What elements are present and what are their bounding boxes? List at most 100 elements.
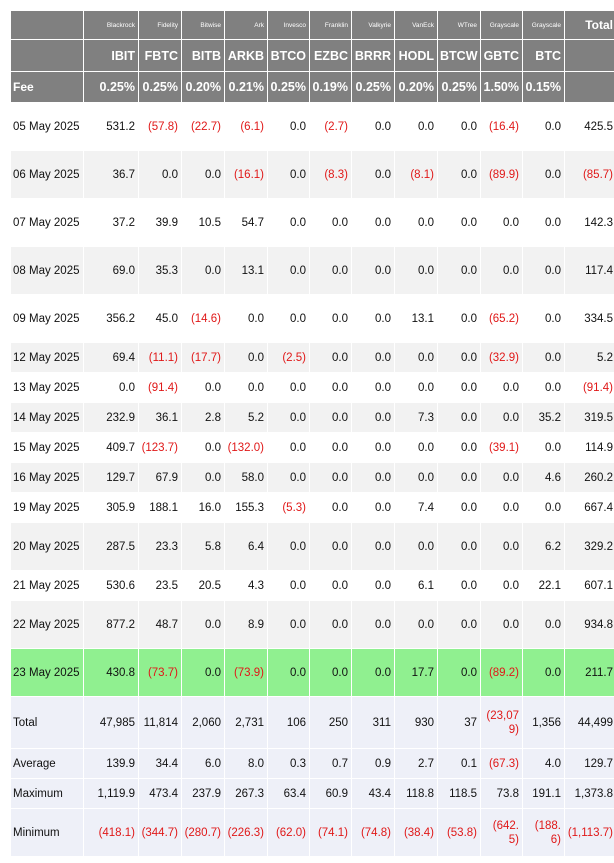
flow-value: 430.8 <box>83 648 139 697</box>
stat-value: (188.6) <box>522 808 565 857</box>
flow-value: 5.2 <box>224 402 268 433</box>
flow-value: 356.2 <box>83 294 139 343</box>
stat-value: 11,814 <box>138 696 182 749</box>
flow-value: 0.0 <box>351 462 395 493</box>
flow-value: 0.0 <box>394 246 438 295</box>
date-cell: 16 May 2025 <box>10 462 84 493</box>
date-row: 23 May 2025 430.8 (73.7) 0.0 (73.9) 0.0 0.0 0.0… <box>10 648 614 697</box>
fee-value: 0.15% <box>522 71 565 103</box>
flow-value: 877.2 <box>83 600 139 649</box>
issuer-header: Grayscale <box>522 10 565 40</box>
flow-value: 0.0 <box>437 102 481 151</box>
date-row: 22 May 2025 877.2 48.7 0.0 8.9 0.0 0.0 0.0 0.0 0.… <box>10 600 614 649</box>
flow-value: 0.0 <box>309 432 352 463</box>
flow-value: 0.0 <box>351 522 395 571</box>
row-total: 117.4 <box>564 246 614 295</box>
issuer-header: Blackrock <box>83 10 139 40</box>
flow-value: 0.0 <box>181 462 225 493</box>
stat-value: 930 <box>394 696 438 749</box>
date-row: 12 May 2025 69.4 (11.1) (17.7) 0.0 (2.5) 0.0 0.… <box>10 342 614 373</box>
date-row: 09 May 2025 356.2 45.0 (14.6) 0.0 0.0 0.0 0.0 13… <box>10 294 614 343</box>
flow-value: 20.5 <box>181 570 225 601</box>
flow-value: 0.0 <box>309 198 352 247</box>
fee-value: 0.25% <box>267 71 310 103</box>
flow-value: 13.1 <box>394 294 438 343</box>
stat-row: Total 47,985 11,814 2,060 2,731 106 250 311 930 3… <box>10 696 614 749</box>
flow-value: 0.0 <box>522 198 565 247</box>
flow-value: 0.0 <box>480 570 523 601</box>
fee-label: Fee <box>10 71 84 103</box>
flow-value: 16.0 <box>181 492 225 523</box>
flow-value: 0.0 <box>351 570 395 601</box>
flow-value: 0.0 <box>309 342 352 373</box>
stat-value: (53.8) <box>437 808 481 857</box>
row-total: 934.8 <box>564 600 614 649</box>
etf-flow-table: Blackrock Fidelity Bitwise Ark Invesco Frankl… <box>10 10 614 857</box>
flow-value: 0.0 <box>267 462 310 493</box>
flow-value: 0.0 <box>522 294 565 343</box>
flow-value: 0.0 <box>83 372 139 403</box>
flow-value: 0.0 <box>309 648 352 697</box>
stat-value: 106 <box>267 696 310 749</box>
stat-value: 250 <box>309 696 352 749</box>
flow-value: 0.0 <box>437 522 481 571</box>
stat-value: 6.0 <box>181 748 225 779</box>
ticker-header: IBIT <box>83 39 139 72</box>
flow-value: 7.4 <box>394 492 438 523</box>
flow-value: 0.0 <box>181 150 225 199</box>
etf-flow-table-container: Blackrock Fidelity Bitwise Ark Invesco Frankl… <box>10 10 614 857</box>
issuer-header-row: Blackrock Fidelity Bitwise Ark Invesco Frankl… <box>10 10 614 40</box>
date-cell: 12 May 2025 <box>10 342 84 373</box>
flow-value: 0.0 <box>522 102 565 151</box>
stat-value: 73.8 <box>480 778 523 809</box>
flow-value: 0.0 <box>480 522 523 571</box>
flow-value: 54.7 <box>224 198 268 247</box>
flow-value: 0.0 <box>351 432 395 463</box>
flow-value: 0.0 <box>351 492 395 523</box>
date-cell: 06 May 2025 <box>10 150 84 199</box>
flow-value: 129.7 <box>83 462 139 493</box>
flow-value: 2.8 <box>181 402 225 433</box>
flow-value: (73.7) <box>138 648 182 697</box>
flow-value: 4.6 <box>522 462 565 493</box>
stat-row: Minimum (418.1) (344.7) (280.7) (226.3) (62.0… <box>10 808 614 857</box>
stat-value: (226.3) <box>224 808 268 857</box>
flow-value: 0.0 <box>394 102 438 151</box>
flow-value: 37.2 <box>83 198 139 247</box>
stat-total: 44,499 <box>564 696 614 749</box>
flow-value: 69.4 <box>83 342 139 373</box>
fee-value: 0.25% <box>83 71 139 103</box>
fee-value: 0.25% <box>138 71 182 103</box>
flow-value: 22.1 <box>522 570 565 601</box>
flow-value: 36.1 <box>138 402 182 433</box>
flow-value: 0.0 <box>181 246 225 295</box>
flow-value: 0.0 <box>437 246 481 295</box>
flow-value: 0.0 <box>309 294 352 343</box>
flow-value: 6.4 <box>224 522 268 571</box>
flow-value: (22.7) <box>181 102 225 151</box>
issuer-header: Bitwise <box>181 10 225 40</box>
flow-value: 0.0 <box>351 342 395 373</box>
flow-value: (16.4) <box>480 102 523 151</box>
flow-value: 0.0 <box>522 342 565 373</box>
flow-value: 0.0 <box>224 294 268 343</box>
fee-value: 0.25% <box>437 71 481 103</box>
date-row: 08 May 2025 69.0 35.3 0.0 13.1 0.0 0.0 0.0 0.0 0.… <box>10 246 614 295</box>
stat-value: 4.0 <box>522 748 565 779</box>
flow-value: 0.0 <box>522 492 565 523</box>
ticker-header: BITB <box>181 39 225 72</box>
row-total: 142.3 <box>564 198 614 247</box>
flow-value: 0.0 <box>351 402 395 433</box>
stat-value: 43.4 <box>351 778 395 809</box>
stat-total: (1,113.7) <box>564 808 614 857</box>
flow-value: (6.1) <box>224 102 268 151</box>
row-total: (85.7) <box>564 150 614 199</box>
flow-value: 0.0 <box>522 432 565 463</box>
flow-value: 0.0 <box>394 198 438 247</box>
flow-value: 0.0 <box>267 246 310 295</box>
issuer-header: VanEck <box>394 10 438 40</box>
flow-value: 0.0 <box>267 150 310 199</box>
date-row: 14 May 2025 232.9 36.1 2.8 5.2 0.0 0.0 0.0 7.3 0.… <box>10 402 614 433</box>
total-header: Total <box>564 10 614 40</box>
flow-value: 0.0 <box>437 570 481 601</box>
